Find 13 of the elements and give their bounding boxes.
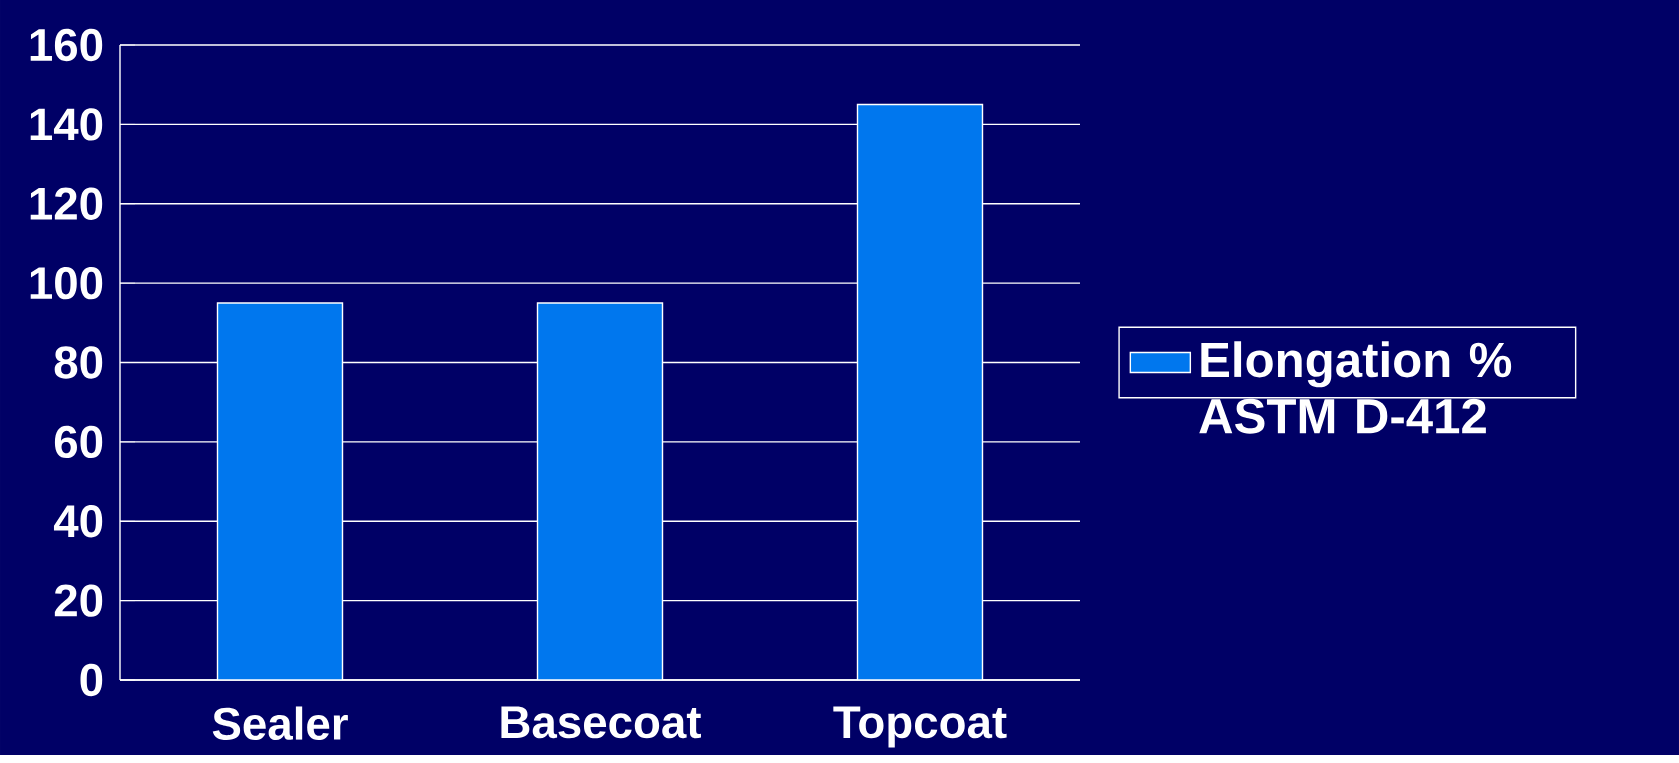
y-tick-label: 0 <box>80 664 103 697</box>
y-tick-label: 20 <box>54 584 103 617</box>
y-tick-label: 80 <box>54 346 103 379</box>
y-tick-label: 40 <box>53 505 103 538</box>
y-tick-label: 60 <box>54 425 103 459</box>
y-tick-label: 140 <box>30 108 103 141</box>
x-tick-label: Basecoat <box>501 706 701 739</box>
x-tick-label: Sealer <box>212 706 348 741</box>
y-tick-label: 100 <box>30 267 103 300</box>
legend-label: Elongation % ASTM D-412 <box>1199 341 1512 434</box>
x-tick-label: Topcoat <box>833 706 1007 748</box>
y-tick-label: 120 <box>30 187 103 221</box>
y-tick-label: 160 <box>30 29 103 62</box>
